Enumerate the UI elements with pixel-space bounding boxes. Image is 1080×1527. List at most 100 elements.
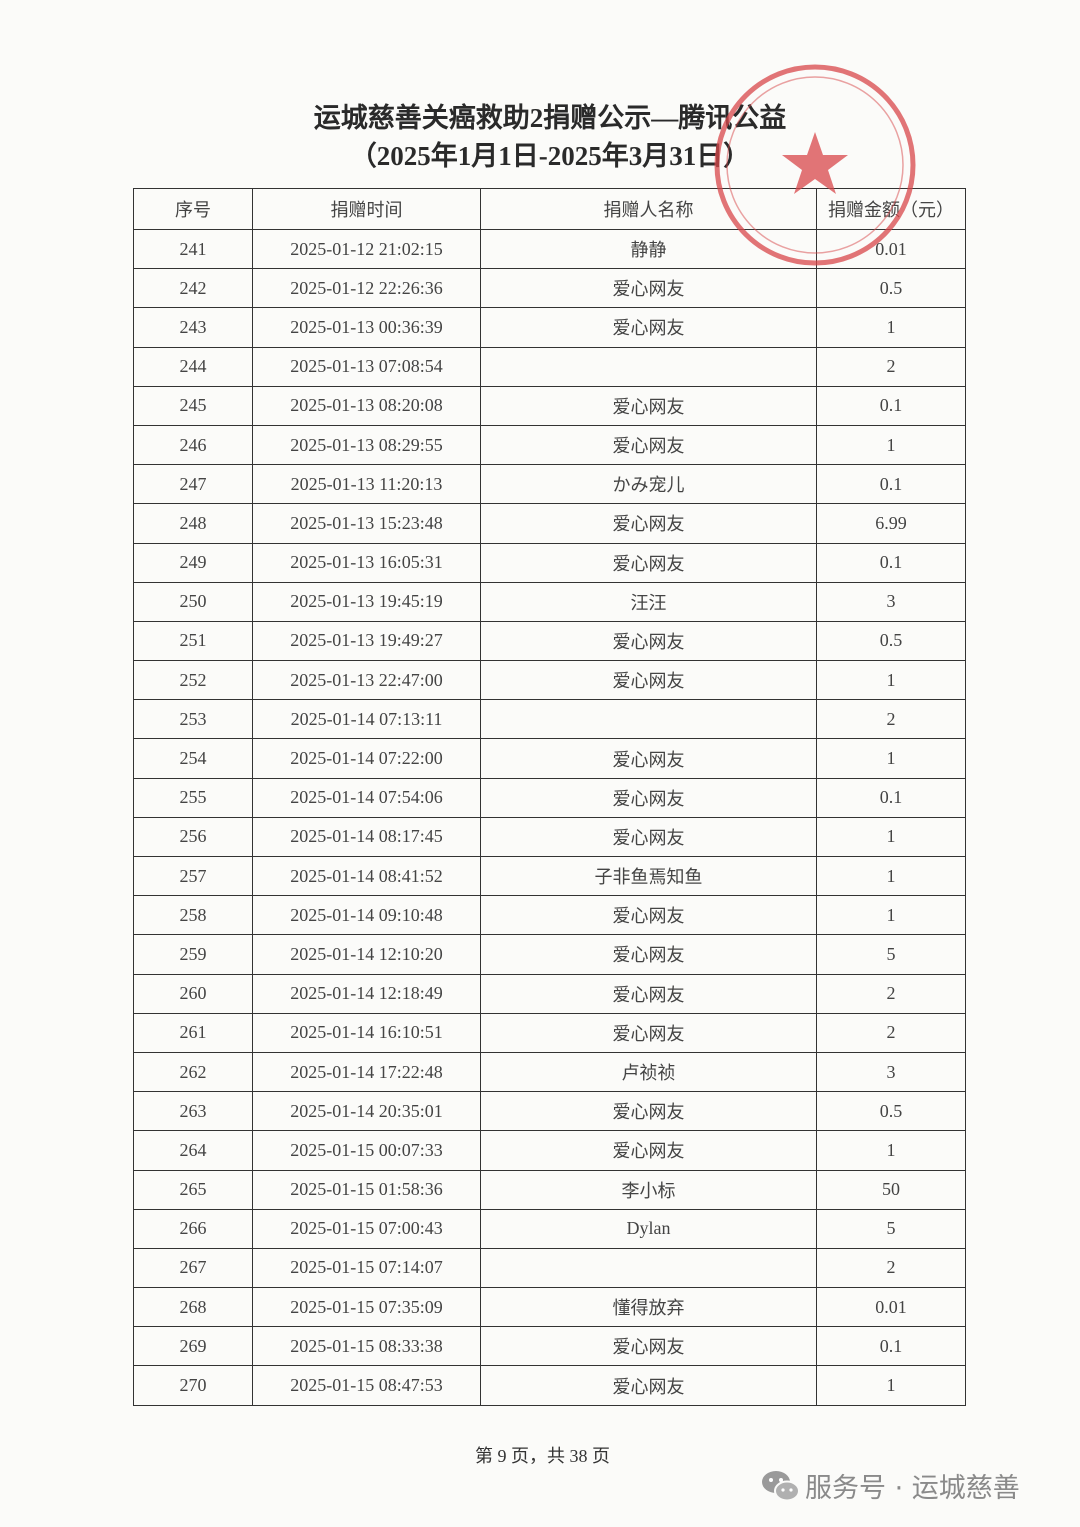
table-cell: 爱心网友	[480, 268, 817, 309]
table-cell: 251	[133, 620, 253, 662]
page-number: 第 9 页，共 38 页	[475, 1446, 610, 1466]
table-cell: 242	[133, 268, 253, 309]
table-cell: 爱心网友	[480, 934, 817, 975]
table-cell: 267	[133, 1247, 253, 1289]
table-row: 247 2025-01-13 11:20:13 かみ宠儿 0.1	[133, 464, 966, 505]
table-row: 253 2025-01-14 07:13:11 2	[133, 699, 966, 740]
column-header: 序号	[133, 188, 253, 230]
table-cell: 2	[816, 699, 966, 740]
table-cell: 2025-01-13 08:29:55	[252, 424, 481, 466]
table-cell	[480, 346, 817, 387]
table-cell: 李小标	[480, 1169, 817, 1210]
table-row: 256 2025-01-14 08:17:45 爱心网友 1	[133, 816, 966, 858]
table-cell: 0.1	[816, 1326, 966, 1367]
table-cell: 2025-01-15 00:07:33	[252, 1130, 481, 1171]
table-cell: 259	[133, 934, 253, 975]
table-cell: 爱心网友	[480, 738, 817, 779]
table-cell: 2025-01-13 19:49:27	[252, 620, 481, 662]
table-cell: 258	[133, 895, 253, 936]
column-header: 捐赠时间	[252, 188, 481, 230]
table-cell: 2025-01-13 15:23:48	[252, 503, 481, 544]
table-cell: 255	[133, 777, 253, 818]
table-cell: 爱心网友	[480, 1091, 817, 1132]
table-row: 250 2025-01-13 19:45:19 汪汪 3	[133, 581, 966, 622]
table-cell: 241	[133, 228, 253, 270]
table-row: 254 2025-01-14 07:22:00 爱心网友 1	[133, 738, 966, 779]
table-cell: 2025-01-14 09:10:48	[252, 895, 481, 936]
donation-table: 序号 捐赠时间 捐赠人名称 捐赠金额（元） 241 2025-01-12 21:02:1…	[133, 188, 966, 1406]
table-cell: 3	[816, 581, 966, 622]
table-cell: 爱心网友	[480, 895, 817, 936]
table-body: 241 2025-01-12 21:02:15 静静 0.01 242 2025-01-1…	[133, 228, 966, 1406]
table-row: 270 2025-01-15 08:47:53 爱心网友 1	[133, 1365, 966, 1406]
table-cell: 2	[816, 973, 966, 1014]
table-cell: 1	[816, 738, 966, 779]
table-cell: 2025-01-13 07:08:54	[252, 346, 481, 387]
table-cell: 2025-01-13 19:45:19	[252, 581, 481, 622]
table-cell: 250	[133, 581, 253, 622]
table-cell: 爱心网友	[480, 660, 817, 701]
table-row: 251 2025-01-13 19:49:27 爱心网友 0.5	[133, 620, 966, 662]
table-cell: 1	[816, 1130, 966, 1171]
title: 运城慈善关癌救助2捐赠公示—腾讯公益	[313, 103, 787, 133]
table-row: 260 2025-01-14 12:18:49 爱心网友 2	[133, 973, 966, 1014]
table-cell: 256	[133, 816, 253, 858]
table-cell: 2025-01-14 12:18:49	[252, 973, 481, 1014]
table-row: 242 2025-01-12 22:26:36 爱心网友 0.5	[133, 268, 966, 309]
table-cell: 6.99	[816, 503, 966, 544]
table-cell: 248	[133, 503, 253, 544]
table-cell: 246	[133, 424, 253, 466]
table-cell: 2025-01-15 08:47:53	[252, 1365, 481, 1406]
table-cell: 2025-01-14 07:13:11	[252, 699, 481, 740]
table-cell: 270	[133, 1365, 253, 1406]
table-cell: 0.1	[816, 777, 966, 818]
table-cell: 爱心网友	[480, 424, 817, 466]
table-cell: 2025-01-15 07:00:43	[252, 1208, 481, 1249]
table-cell: Dylan	[480, 1208, 817, 1249]
table-row: 257 2025-01-14 08:41:52 子非鱼焉知鱼 1	[133, 855, 966, 897]
table-cell: 254	[133, 738, 253, 779]
table-cell: 0.5	[816, 268, 966, 309]
table-cell	[480, 1247, 817, 1289]
table-cell: 爱心网友	[480, 1326, 817, 1367]
table-row: 266 2025-01-15 07:00:43 Dylan 5	[133, 1208, 966, 1249]
subtitle: （2025年1月1日-2025年3月31日）	[349, 141, 751, 171]
table-cell: 247	[133, 464, 253, 505]
table-row: 249 2025-01-13 16:05:31 爱心网友 0.1	[133, 542, 966, 583]
table-cell: 2025-01-13 22:47:00	[252, 660, 481, 701]
table-cell: 2	[816, 346, 966, 387]
column-header: 捐赠人名称	[480, 188, 817, 230]
table-cell: 爱心网友	[480, 542, 817, 583]
table-row: 265 2025-01-15 01:58:36 李小标 50	[133, 1169, 966, 1210]
watermark: 服务号 · 运城慈善	[760, 1462, 1060, 1506]
table-row: 261 2025-01-14 16:10:51 爱心网友 2	[133, 1012, 966, 1053]
table-cell: 爱心网友	[480, 973, 817, 1014]
table-cell: 爱心网友	[480, 503, 817, 544]
table-row: 268 2025-01-15 07:35:09 懂得放弃 0.01	[133, 1287, 966, 1328]
table-cell: 2025-01-12 22:26:36	[252, 268, 481, 309]
table-cell: 0.5	[816, 1091, 966, 1132]
table-cell: 243	[133, 307, 253, 348]
table-cell: 爱心网友	[480, 620, 817, 662]
table-cell: 2025-01-14 16:10:51	[252, 1012, 481, 1053]
table-cell: 2025-01-13 08:20:08	[252, 385, 481, 426]
table-row: 259 2025-01-14 12:10:20 爱心网友 5	[133, 934, 966, 975]
table-cell: 264	[133, 1130, 253, 1171]
table-row: 263 2025-01-14 20:35:01 爱心网友 0.5	[133, 1091, 966, 1132]
seal	[714, 64, 916, 266]
table-cell: 2025-01-15 01:58:36	[252, 1169, 481, 1210]
table-cell: 244	[133, 346, 253, 387]
table-cell: 2	[816, 1012, 966, 1053]
table-cell: 爱心网友	[480, 1130, 817, 1171]
table-cell: かみ宠儿	[480, 464, 817, 505]
table-cell: 2025-01-15 07:35:09	[252, 1287, 481, 1328]
table-cell: 261	[133, 1012, 253, 1053]
table-cell: 1	[816, 895, 966, 936]
table-cell: 2025-01-12 21:02:15	[252, 228, 481, 270]
table-cell: 249	[133, 542, 253, 583]
table-row: 246 2025-01-13 08:29:55 爱心网友 1	[133, 424, 966, 466]
table-row: 264 2025-01-15 00:07:33 爱心网友 1	[133, 1130, 966, 1171]
table-cell: 1	[816, 855, 966, 897]
table-cell: 268	[133, 1287, 253, 1328]
table-cell: 爱心网友	[480, 1365, 817, 1406]
